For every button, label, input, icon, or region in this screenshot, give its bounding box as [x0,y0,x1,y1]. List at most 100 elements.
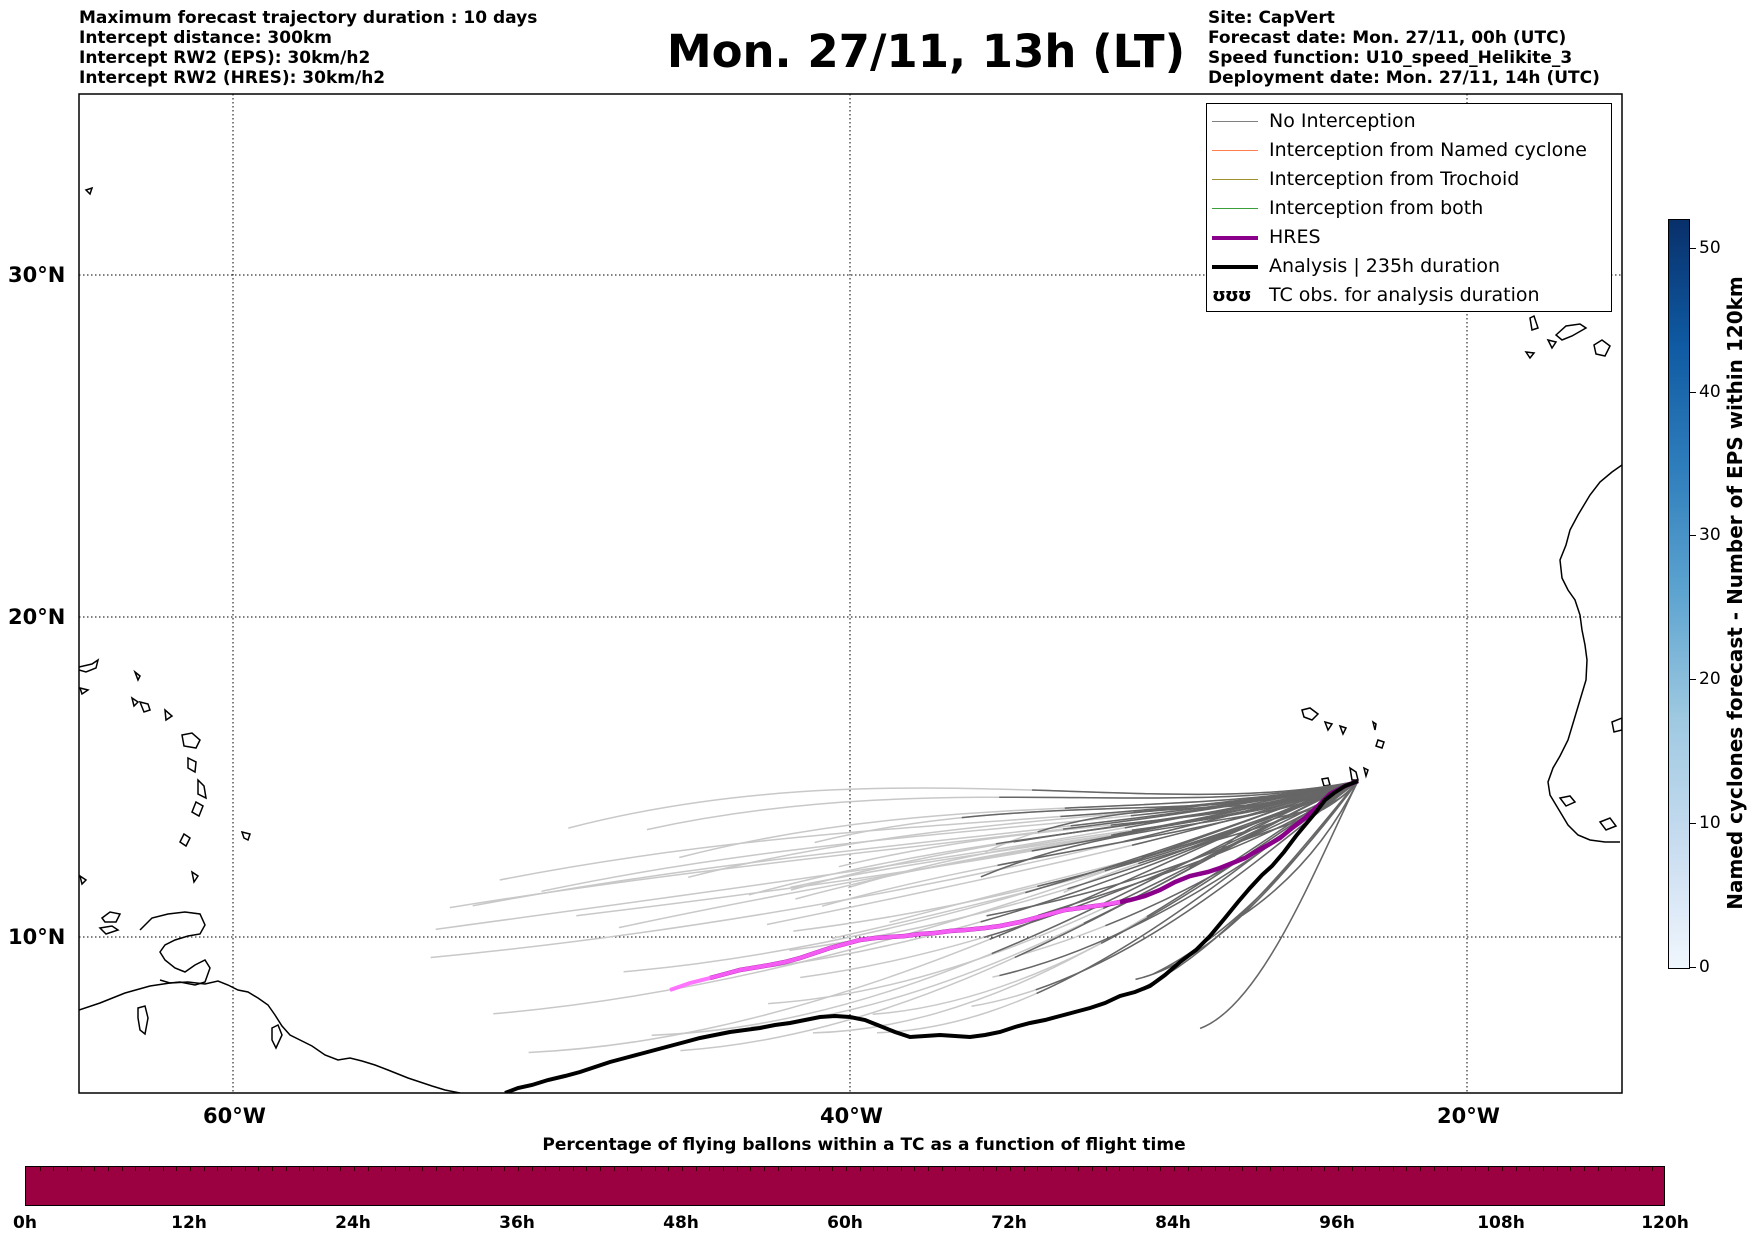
header-line: Intercept RW2 (HRES): 30km/h2 [79,68,386,88]
flight-time-minor-tick [1037,1167,1039,1171]
flight-time-minor-tick [1092,1167,1093,1171]
legend-item-both: Interception from both [1207,196,1607,222]
flight-time-minor-tick [1023,1167,1025,1171]
flight-time-minor-tick [1365,1167,1367,1171]
lon-label-20w: 20°W [1437,1104,1500,1128]
flight-time-tick-label: 48h [663,1213,699,1233]
legend-label: Analysis | 235h duration [1269,255,1501,277]
flight-time-minor-tick [545,1167,547,1171]
flight-time-minor-tick [436,1167,437,1171]
eps-trajectories-near [430,780,1359,1054]
eps-trajectory-line-early [430,780,1359,959]
flight-time-minor-tick [1297,1167,1298,1171]
legend-label: No Interception [1269,110,1416,132]
flight-time-minor-tick [982,1167,984,1171]
flight-time-minor-tick [1392,1167,1394,1171]
header-info-left: Maximum forecast trajectory duration : 1… [79,8,537,88]
eps-trajectory-line-early [1241,780,1359,917]
flight-time-minor-tick [244,1167,246,1171]
legend-line [1212,121,1258,122]
flight-time-minor-tick [613,1167,615,1171]
flight-time-tick-label: 108h [1477,1213,1525,1233]
flight-time-minor-tick [873,1167,875,1171]
eps-trajectory-line-early [680,780,1359,1052]
flight-time-minor-tick [709,1167,711,1171]
flight-time-minor-tick [190,1167,191,1171]
flight-time-minor-tick [94,1167,96,1171]
flight-time-minor-tick [504,1167,506,1171]
flight-time-tick-label: 12h [171,1213,207,1233]
flight-time-minor-tick [39,1167,41,1171]
flight-time-minor-tick [1515,1167,1517,1171]
eps-trajectory-line-early [688,780,1359,879]
flight-time-minor-tick [176,1167,178,1171]
eps-trajectory-line-early [1199,780,1359,1030]
flight-time-minor-tick [354,1167,355,1171]
eps-trajectories-far [430,780,1359,1054]
flight-time-minor-tick [422,1167,424,1171]
flight-time-minor-tick [231,1167,232,1171]
flight-time-minor-tick [381,1167,383,1171]
colorbar-title: Named cyclones forecast - Number of EPS … [1723,276,1747,910]
flight-time-minor-tick [408,1167,410,1171]
flight-time-minor-tick [67,1167,68,1171]
flight-time-minor-tick [1187,1167,1189,1171]
flight-time-minor-tick [477,1167,478,1171]
flight-time-minor-tick [272,1167,273,1171]
flight-time-minor-tick [1310,1167,1312,1171]
map-frame [78,93,1623,1094]
eps-trajectory-line-early [499,780,1359,881]
legend-item-analysis: Analysis | 235h duration [1207,254,1607,280]
colorbar-tick-label: 20 [1699,669,1721,690]
flight-time-minor-tick [969,1167,970,1171]
flight-time-minor-tick [1570,1167,1572,1171]
flight-time-minor-tick [1543,1167,1544,1171]
flight-time-minor-tick [805,1167,806,1171]
legend-item-hres: HRES [1207,225,1607,251]
flight-time-minor-tick [1502,1167,1503,1171]
flight-time-minor-tick [996,1167,998,1171]
flight-time-minor-tick [1420,1167,1421,1171]
flight-time-minor-tick [654,1167,656,1171]
flight-time-tick-label: 60h [827,1213,863,1233]
legend-item-no-interception: No Interception [1207,109,1607,135]
flight-time-minor-tick [1406,1167,1408,1171]
colorbar-tick [1690,823,1696,825]
eps-trajectory-line-early [472,780,1359,907]
flight-time-minor-tick [1256,1167,1257,1171]
flight-time-tick-label: 24h [335,1213,371,1233]
flight-time-minor-tick [149,1167,150,1171]
eps-trajectory-line-early [435,780,1359,931]
eps-trajectory-line-early [770,780,1359,968]
map-gridlines [79,94,1622,1093]
flight-time-minor-tick [108,1167,109,1171]
colorbar-tick-label: 30 [1699,525,1721,546]
hres-trajectory-overlay [669,900,1121,992]
flight-time-minor-tick [1119,1167,1121,1171]
map-legend: No Interception Interception from Named … [1206,103,1612,312]
flight-time-minor-tick [818,1167,820,1171]
colorbar-tick [1690,247,1696,249]
flight-time-minor-tick [1597,1167,1599,1171]
flight-time-minor-tick [217,1167,219,1171]
flight-time-minor-tick [531,1167,533,1171]
flight-time-minor-tick [695,1167,697,1171]
header-line: Intercept RW2 (EPS): 30km/h2 [79,48,371,68]
flight-time-minor-tick [641,1167,642,1171]
legend-label: Interception from Named cyclone [1269,139,1587,161]
flight-time-minor-tick [750,1167,752,1171]
flight-time-minor-tick [1201,1167,1203,1171]
page-title: Mon. 27/11, 13h (LT) [666,25,1186,78]
flight-time-minor-tick [1078,1167,1080,1171]
flight-time-minor-tick [518,1167,519,1171]
flight-time-minor-tick [463,1167,465,1171]
flight-time-minor-tick [1474,1167,1476,1171]
flight-time-minor-tick [928,1167,929,1171]
flight-time-minor-tick [121,1167,123,1171]
legend-label: TC obs. for analysis duration [1269,284,1540,306]
flight-time-tick-label: 72h [991,1213,1027,1233]
lat-label-10n: 10°N [8,925,66,949]
flight-time-minor-tick [1228,1167,1230,1171]
lat-label-30n: 30°N [8,263,66,287]
header-line: Deployment date: Mon. 27/11, 14h (UTC) [1208,68,1600,88]
